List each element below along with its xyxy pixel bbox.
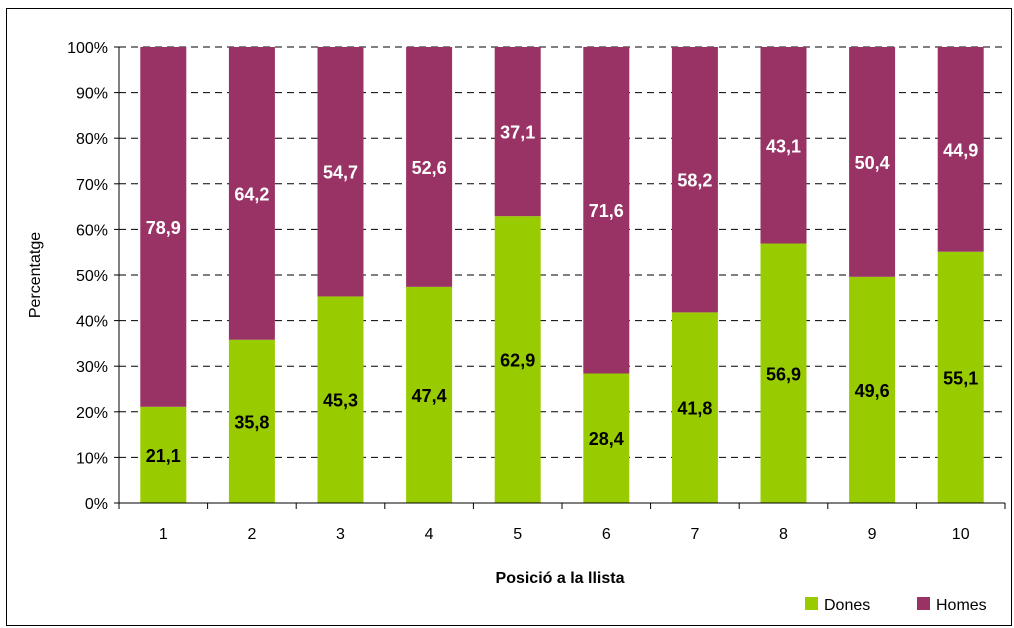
legend-label-homes: Homes bbox=[936, 597, 987, 614]
y-tick-label: 60% bbox=[76, 222, 108, 239]
y-tick-label: 70% bbox=[76, 177, 108, 194]
legend: Dones Homes bbox=[805, 597, 987, 614]
legend-label-dones: Dones bbox=[824, 597, 870, 614]
bar-dones bbox=[849, 276, 896, 503]
x-tick-label: 1 bbox=[159, 526, 168, 543]
data-label-dones: 21,1 bbox=[146, 446, 181, 466]
x-tick-label: 10 bbox=[952, 526, 970, 543]
data-label-dones: 47,4 bbox=[412, 386, 447, 406]
y-axis: 0% 10% 20% 30% 40% 50% 60% 70% 80% 90% 100% bbox=[67, 40, 120, 513]
data-label-dones: 49,6 bbox=[855, 381, 890, 401]
data-label-homes: 44,9 bbox=[943, 140, 978, 160]
y-tick-label: 30% bbox=[76, 359, 108, 376]
data-label-dones: 62,9 bbox=[500, 351, 535, 371]
x-tick-label: 4 bbox=[425, 526, 434, 543]
y-tick-label: 0% bbox=[85, 496, 108, 513]
data-label-dones: 45,3 bbox=[323, 391, 358, 411]
bar-dones bbox=[760, 243, 807, 503]
y-axis-title: Percentatge bbox=[27, 232, 44, 318]
bar-dones bbox=[671, 312, 718, 503]
bar-homes bbox=[937, 47, 984, 252]
data-label-homes: 43,1 bbox=[766, 136, 801, 156]
legend-swatch-dones bbox=[805, 597, 818, 610]
bar-dones bbox=[406, 286, 453, 503]
bar-dones bbox=[583, 373, 630, 503]
bar-homes bbox=[671, 47, 718, 313]
y-tick-label: 50% bbox=[76, 268, 108, 285]
bar-homes bbox=[406, 47, 453, 287]
y-tick-label: 10% bbox=[76, 450, 108, 467]
bar-dones bbox=[140, 406, 187, 503]
y-tick-label: 100% bbox=[67, 40, 108, 57]
x-tick-label: 6 bbox=[602, 526, 611, 543]
data-label-homes: 54,7 bbox=[323, 163, 358, 183]
data-label-homes: 71,6 bbox=[589, 201, 624, 221]
bar-homes bbox=[494, 47, 541, 217]
data-label-dones: 28,4 bbox=[589, 429, 624, 449]
data-label-dones: 56,9 bbox=[766, 364, 801, 384]
y-tick-label: 40% bbox=[76, 314, 108, 331]
x-tick-label: 3 bbox=[336, 526, 345, 543]
x-axis-title: Posició a la llista bbox=[496, 570, 625, 587]
bar-homes bbox=[317, 47, 364, 297]
y-tick-label: 80% bbox=[76, 131, 108, 148]
data-label-homes: 64,2 bbox=[234, 184, 269, 204]
data-label-homes: 50,4 bbox=[855, 153, 890, 173]
data-label-homes: 37,1 bbox=[500, 123, 535, 143]
bars bbox=[140, 47, 984, 503]
data-label-dones: 41,8 bbox=[677, 399, 712, 419]
x-tick-label: 9 bbox=[868, 526, 877, 543]
data-labels: 21,1 78,9 35,8 64,2 45,3 54,7 47,4 52,6 62,9 37,1… bbox=[146, 123, 978, 466]
legend-swatch-homes bbox=[917, 597, 930, 610]
bar-dones bbox=[494, 216, 541, 503]
y-tick-label: 20% bbox=[76, 405, 108, 422]
chart-frame bbox=[6, 8, 1012, 626]
bar-dones bbox=[228, 339, 275, 503]
x-tick-label: 2 bbox=[247, 526, 256, 543]
data-label-homes: 78,9 bbox=[146, 218, 181, 238]
x-tick-label: 7 bbox=[690, 526, 699, 543]
y-tick-label: 90% bbox=[76, 86, 108, 103]
bar-dones bbox=[937, 251, 984, 503]
data-label-homes: 58,2 bbox=[677, 171, 712, 191]
data-label-homes: 52,6 bbox=[412, 158, 447, 178]
x-tick-label: 8 bbox=[779, 526, 788, 543]
bar-homes bbox=[583, 47, 630, 374]
x-axis: 1 2 3 4 5 6 7 8 9 10 bbox=[118, 502, 1006, 543]
x-tick-label: 5 bbox=[513, 526, 522, 543]
bar-dones bbox=[317, 296, 364, 503]
data-label-dones: 55,1 bbox=[943, 368, 978, 388]
bar-homes bbox=[140, 47, 187, 407]
data-label-dones: 35,8 bbox=[234, 412, 269, 432]
bar-homes bbox=[849, 47, 896, 277]
bar-homes bbox=[228, 47, 275, 340]
bar-homes bbox=[760, 47, 807, 244]
